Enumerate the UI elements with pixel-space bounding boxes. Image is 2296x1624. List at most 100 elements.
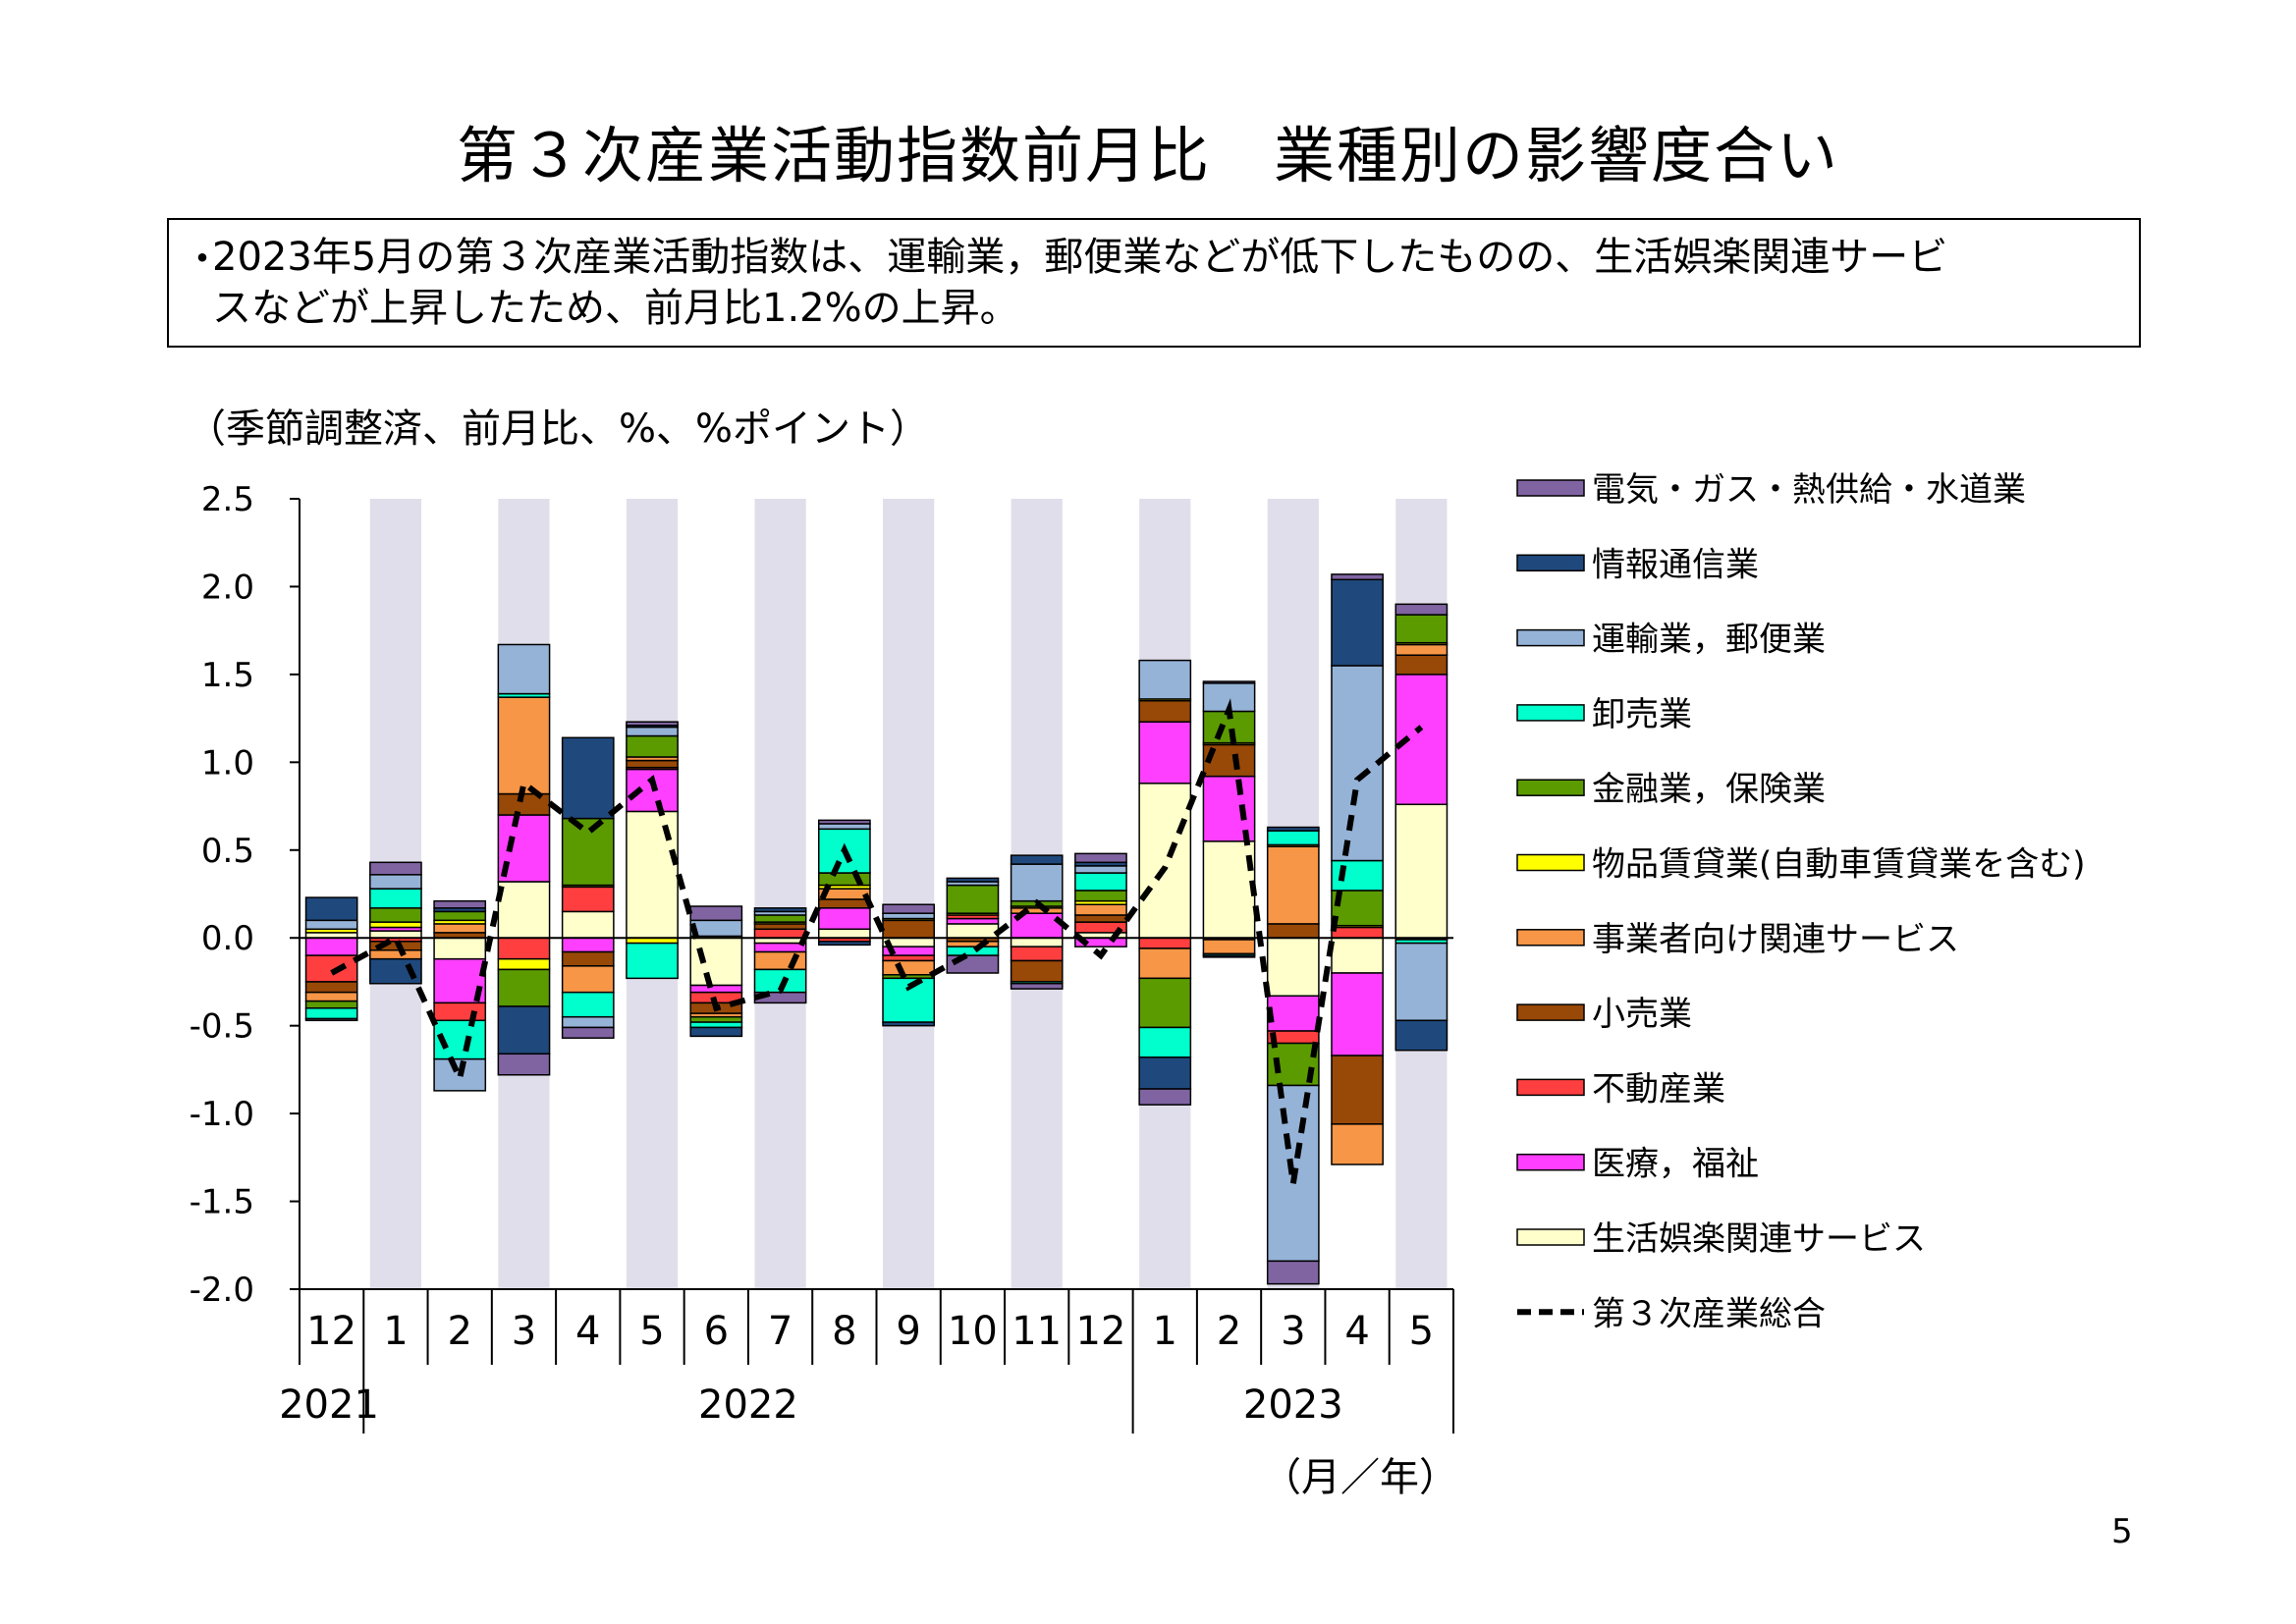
x-tick-label: 7 bbox=[768, 1309, 793, 1354]
bar-segment-business bbox=[882, 959, 935, 976]
x-tick-label: 6 bbox=[704, 1309, 729, 1354]
x-tick-label: 1 bbox=[383, 1309, 408, 1354]
bar-segment-medical bbox=[1331, 972, 1384, 1056]
legend-swatch-retail bbox=[1516, 1003, 1585, 1021]
shaded-column bbox=[754, 499, 806, 1289]
bar-segment-info bbox=[1202, 954, 1256, 958]
note-line-2: スなどが上昇したため、前月比1.2%の上昇。 bbox=[212, 286, 1019, 331]
bar-segment-lifestyle bbox=[626, 810, 679, 939]
bar-segment-realestate bbox=[1010, 946, 1064, 962]
y-tick-label: 0.0 bbox=[201, 919, 254, 958]
bar-segment-info bbox=[753, 907, 807, 913]
bar-segment-info bbox=[1138, 1056, 1192, 1090]
bar-segment-finance bbox=[753, 914, 807, 923]
bar-segment-transport bbox=[818, 823, 871, 831]
bar-segment-business bbox=[1331, 1123, 1384, 1165]
bar-segment-realestate bbox=[433, 1001, 487, 1022]
total-line bbox=[330, 698, 1424, 1185]
bar-segment-transport bbox=[1138, 659, 1192, 700]
bar-segment-electric bbox=[818, 819, 871, 825]
bar-segment-electric bbox=[1010, 982, 1064, 990]
bar-segment-wholesale bbox=[1266, 830, 1320, 846]
legend-label: 卸売業 bbox=[1592, 695, 1692, 734]
bar-segment-business bbox=[753, 950, 807, 971]
bar-segment-retail bbox=[626, 759, 679, 769]
bar-segment-business bbox=[561, 965, 615, 994]
bar-segment-medical bbox=[561, 937, 615, 953]
bar-segment-transport bbox=[369, 874, 422, 890]
bar-segment-lifestyle bbox=[1010, 937, 1064, 947]
y-tick-label: 2.5 bbox=[201, 480, 254, 519]
bar-segment-info bbox=[561, 736, 615, 820]
legend-label: 生活娯楽関連サービス bbox=[1592, 1219, 1926, 1259]
bar-segment-transport bbox=[626, 726, 679, 737]
legend-swatch-finance bbox=[1516, 779, 1585, 796]
bar-segment-retail bbox=[1138, 699, 1192, 723]
note-line-1: 2023年5月の第３次産業活動指数は、運輸業，郵便業などが低下したものの、生活娯… bbox=[212, 235, 1948, 280]
bar-segment-wholesale bbox=[1138, 1026, 1192, 1058]
bar-segment-transport bbox=[304, 919, 358, 931]
bar-segment-business bbox=[1266, 845, 1320, 925]
legend-label: 情報通信業 bbox=[1592, 545, 1759, 584]
bar-segment-info bbox=[818, 941, 871, 947]
bar-segment-retail bbox=[561, 950, 615, 967]
page-title: 第３次産業活動指数前月比 業種別の影響度合い bbox=[456, 120, 1839, 191]
x-tick-label: 9 bbox=[896, 1309, 920, 1354]
x-tick-label: 3 bbox=[1281, 1309, 1305, 1354]
bar-segment-finance bbox=[1074, 890, 1127, 902]
bar-segment-lifestyle bbox=[561, 910, 615, 939]
bar-segment-finance bbox=[304, 1000, 358, 1009]
bar-segment-electric bbox=[1074, 852, 1127, 864]
bar-segment-realestate bbox=[882, 954, 935, 962]
bar-segment-business bbox=[1010, 907, 1064, 914]
bar-segment-electric bbox=[1138, 1088, 1192, 1106]
bar-segment-retail bbox=[1074, 914, 1127, 923]
bar-segment-realestate bbox=[561, 886, 615, 913]
bar-segment-medical bbox=[753, 942, 807, 953]
bar-segment-retail bbox=[1331, 1055, 1384, 1125]
bar-segment-business bbox=[1074, 903, 1127, 916]
bar-segment-electric bbox=[1266, 1260, 1320, 1285]
legend-label: 金融業，保険業 bbox=[1592, 770, 1826, 809]
bar-segment-business bbox=[433, 923, 487, 934]
bar-segment-lifestyle bbox=[369, 930, 422, 939]
bar-segment-finance bbox=[433, 910, 487, 922]
bar-segment-rental bbox=[497, 957, 551, 971]
x-year-label: 2023 bbox=[1243, 1382, 1343, 1428]
bar-segment-business bbox=[497, 696, 551, 795]
bar-segment-lifestyle bbox=[1394, 803, 1449, 939]
legend-swatch-business bbox=[1516, 929, 1585, 947]
bar-segment-wholesale bbox=[1074, 872, 1127, 892]
legend-swatch-lifestyle bbox=[1516, 1228, 1585, 1246]
bar-segment-lifestyle bbox=[689, 937, 743, 987]
legend-swatch-wholesale bbox=[1516, 704, 1585, 722]
bar-segment-info bbox=[882, 1021, 935, 1027]
bar-segment-business bbox=[946, 941, 1000, 947]
legend-swatch-rental bbox=[1516, 853, 1585, 872]
bar-segment-retail bbox=[882, 919, 935, 939]
bar-segment-lifestyle bbox=[497, 881, 551, 939]
bar-segment-electric bbox=[304, 1017, 358, 1022]
bar-segment-lifestyle bbox=[818, 928, 871, 939]
bar-segment-retail bbox=[1266, 923, 1320, 939]
x-tick-label: 8 bbox=[832, 1309, 856, 1354]
bar-segment-info bbox=[689, 1026, 743, 1038]
x-tick-label: 11 bbox=[1011, 1309, 1062, 1354]
bar-segment-info bbox=[304, 896, 358, 922]
bar-segment-wholesale bbox=[304, 1007, 358, 1020]
y-tick-label: 1.0 bbox=[201, 743, 254, 783]
bar-segment-transport bbox=[497, 643, 551, 695]
bar-segment-info bbox=[1331, 578, 1384, 667]
bar-segment-lifestyle bbox=[1138, 783, 1192, 939]
legend-label: 小売業 bbox=[1592, 995, 1692, 1034]
bar-segment-electric bbox=[689, 905, 743, 922]
legend-label: 事業者向け関連サービス bbox=[1592, 920, 1959, 959]
bar-segment-medical bbox=[946, 917, 1000, 925]
bar-segment-lifestyle bbox=[946, 923, 1000, 939]
bar-segment-lifestyle bbox=[1266, 937, 1320, 998]
bar-segment-business bbox=[304, 991, 358, 1002]
unit-label: （季節調整済、前月比、%、%ポイント） bbox=[187, 406, 930, 452]
note-bullet: ・ bbox=[183, 237, 222, 282]
bar-segment-transport bbox=[882, 912, 935, 920]
legend-label: 物品賃貸業(自動車賃貸業を含む) bbox=[1592, 845, 2086, 885]
